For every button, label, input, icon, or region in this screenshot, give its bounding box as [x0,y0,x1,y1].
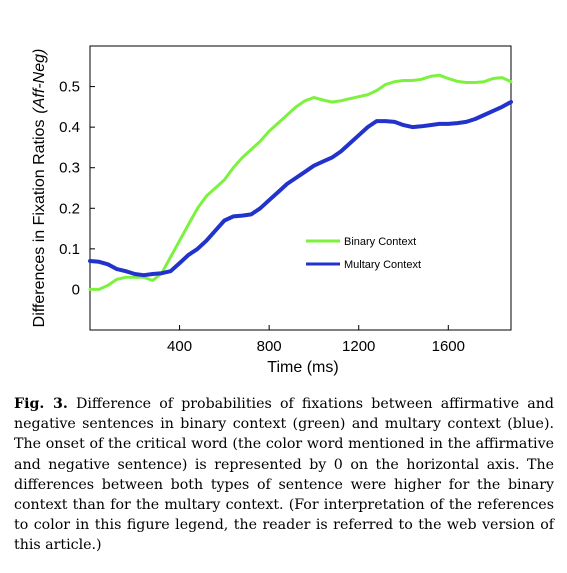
y-axis-ticks: 0 0.1 0.2 0.3 0.4 0.5 [59,79,95,298]
figure-caption: Fig. 3. Difference of probabilities of f… [14,394,554,556]
y-tick-label: 0.3 [59,160,80,177]
series-line-multary [88,100,513,278]
x-axis-ticks: 400 800 1200 1600 [167,325,465,355]
legend-label-multary: Multary Context [344,259,421,271]
legend: Binary Context Multary Context [306,236,421,271]
y-axis-title: Differences in Fixation Ratios (Aff-Neg) [31,49,48,328]
x-tick-label: 1200 [342,338,375,355]
y-tick-label: 0.1 [59,241,80,258]
x-axis-title: Time (ms) [267,359,338,376]
legend-label-binary: Binary Context [344,236,416,248]
y-axis-title-main: Differences in Fixation Ratios [31,120,48,328]
x-tick-label: 1600 [432,338,465,355]
figure-caption-text: Difference of probabilities of fixations… [14,396,554,554]
plot-area-frame [89,45,512,331]
y-axis-title-italic: (Aff-Neg) [31,49,48,114]
y-tick-label: 0.4 [59,119,80,136]
figure-caption-label: Fig. 3. [14,396,68,412]
series-lines [88,73,513,291]
y-tick-label: 0 [72,281,80,298]
series-line-binary [88,73,513,291]
x-tick-label: 400 [167,338,192,355]
y-tick-label: 0.2 [59,200,80,217]
y-tick-label: 0.5 [59,79,80,96]
line-chart: 0 0.1 0.2 0.3 0.4 0.5 400 800 1200 1600 Time (ms… [31,45,513,376]
x-tick-label: 800 [257,338,282,355]
